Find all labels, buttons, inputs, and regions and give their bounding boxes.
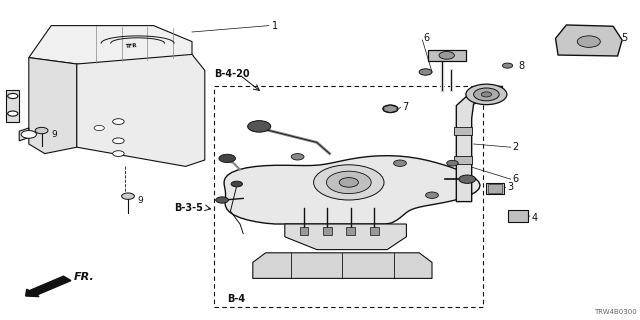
Text: B-3-5: B-3-5: [174, 203, 203, 213]
Circle shape: [326, 171, 371, 194]
Circle shape: [447, 160, 458, 166]
Circle shape: [94, 125, 104, 131]
Text: 9: 9: [138, 196, 143, 204]
Polygon shape: [508, 210, 528, 222]
Circle shape: [459, 175, 476, 183]
Text: 2: 2: [512, 142, 518, 152]
Text: 6: 6: [424, 33, 430, 44]
FancyArrow shape: [26, 276, 71, 297]
Text: 6: 6: [512, 174, 518, 184]
Text: 4: 4: [531, 212, 538, 223]
Text: B-4-20: B-4-20: [214, 68, 250, 79]
Text: FR.: FR.: [74, 272, 94, 282]
Circle shape: [426, 192, 438, 198]
Polygon shape: [488, 184, 502, 193]
Polygon shape: [556, 25, 622, 56]
Text: 8: 8: [518, 61, 525, 71]
Polygon shape: [300, 227, 308, 235]
Polygon shape: [19, 128, 29, 141]
Circle shape: [439, 52, 454, 59]
Polygon shape: [384, 105, 397, 113]
Text: TRW4B0300: TRW4B0300: [594, 309, 637, 315]
Text: 9: 9: [51, 130, 57, 139]
Polygon shape: [77, 54, 205, 166]
Circle shape: [8, 93, 18, 99]
Circle shape: [314, 165, 384, 200]
Polygon shape: [224, 156, 480, 224]
Polygon shape: [285, 224, 406, 250]
Circle shape: [248, 121, 271, 132]
Polygon shape: [6, 90, 19, 122]
Circle shape: [231, 181, 243, 187]
Circle shape: [122, 193, 134, 199]
Circle shape: [466, 84, 507, 105]
Text: B-4: B-4: [227, 294, 245, 304]
Circle shape: [291, 154, 304, 160]
Circle shape: [383, 105, 398, 113]
Circle shape: [8, 111, 18, 116]
Circle shape: [35, 127, 48, 134]
Polygon shape: [253, 253, 432, 278]
Text: 7: 7: [402, 102, 408, 112]
Polygon shape: [456, 86, 502, 202]
Circle shape: [481, 92, 492, 97]
Polygon shape: [346, 227, 355, 235]
Text: 5: 5: [621, 33, 627, 44]
Circle shape: [113, 151, 124, 156]
Circle shape: [113, 119, 124, 124]
Circle shape: [502, 63, 513, 68]
Text: TFR: TFR: [125, 44, 137, 49]
Bar: [454, 127, 472, 135]
Circle shape: [216, 197, 228, 203]
Circle shape: [474, 88, 499, 101]
Circle shape: [21, 131, 36, 138]
Text: 1: 1: [272, 20, 278, 31]
Circle shape: [577, 36, 600, 47]
Circle shape: [419, 69, 432, 75]
Circle shape: [339, 178, 358, 187]
Circle shape: [394, 160, 406, 166]
Polygon shape: [323, 227, 332, 235]
Polygon shape: [29, 26, 192, 64]
Bar: [214, 86, 483, 307]
Bar: [454, 156, 472, 164]
Text: 3: 3: [507, 182, 513, 192]
Circle shape: [219, 154, 236, 163]
Polygon shape: [370, 227, 379, 235]
Polygon shape: [486, 183, 504, 194]
Polygon shape: [428, 50, 466, 61]
Polygon shape: [29, 58, 77, 154]
Circle shape: [113, 138, 124, 144]
